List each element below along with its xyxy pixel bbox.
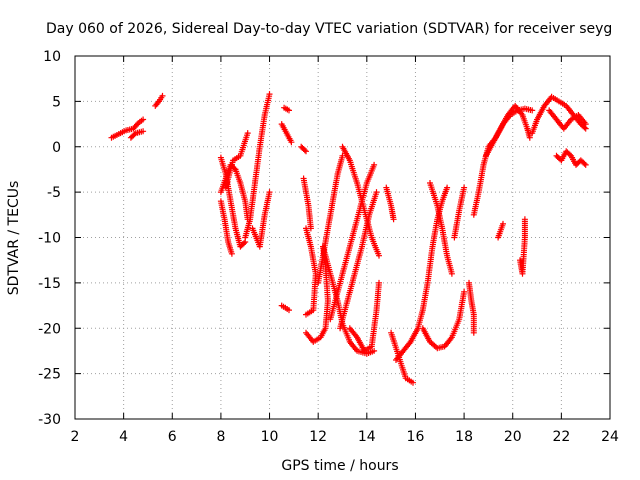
series-arc-31 bbox=[483, 102, 533, 159]
data-point bbox=[140, 128, 147, 135]
data-point bbox=[470, 329, 477, 336]
data-point bbox=[266, 189, 273, 196]
series-arc-10 bbox=[281, 104, 292, 114]
data-point bbox=[500, 220, 506, 227]
data-point bbox=[303, 148, 309, 155]
data-point bbox=[582, 161, 589, 168]
series-arc-09 bbox=[249, 189, 273, 250]
data-point bbox=[301, 147, 308, 154]
series-arc-28 bbox=[451, 184, 468, 241]
x-axis-label: GPS time / hours bbox=[281, 458, 398, 474]
series-arc-11 bbox=[278, 121, 295, 146]
x-tick-label: 24 bbox=[601, 429, 619, 445]
y-tick-label: -15 bbox=[38, 276, 61, 292]
series-arc-35 bbox=[553, 148, 589, 168]
data-point bbox=[266, 91, 273, 98]
data-point bbox=[529, 107, 536, 114]
y-tick-labels: -30 -25 -20 -15 -10 -5 0 5 10 bbox=[38, 49, 61, 428]
series-arc-24 bbox=[388, 329, 416, 386]
series-arc-03 bbox=[152, 92, 166, 109]
data-point bbox=[521, 216, 528, 223]
series-arc-32 bbox=[495, 220, 506, 241]
x-tick-label: 2 bbox=[71, 429, 80, 445]
x-tick-label: 22 bbox=[552, 429, 570, 445]
series-arc-08 bbox=[242, 91, 273, 241]
series-arc-02 bbox=[127, 128, 147, 141]
x-tick-label: 8 bbox=[216, 429, 225, 445]
data-point bbox=[228, 250, 235, 257]
y-tick-label: -5 bbox=[47, 185, 61, 201]
data-point bbox=[371, 347, 378, 354]
series-arc-13 bbox=[298, 143, 309, 155]
series-arc-22 bbox=[346, 279, 382, 354]
series-arc-06 bbox=[217, 161, 251, 223]
series-arc-26 bbox=[427, 180, 455, 277]
x-tick-label: 4 bbox=[119, 429, 128, 445]
y-tick-label: 5 bbox=[52, 94, 61, 110]
x-tick-label: 12 bbox=[309, 429, 327, 445]
x-tick-label: 6 bbox=[168, 429, 177, 445]
series-arc-14 bbox=[300, 175, 314, 232]
data-point bbox=[303, 311, 309, 318]
series-arc-29 bbox=[466, 279, 477, 336]
series-arc-17 bbox=[315, 152, 346, 286]
chart-title: Day 060 of 2026, Sidereal Day-to-day VTE… bbox=[46, 21, 612, 37]
data-point bbox=[371, 161, 378, 168]
y-tick-label: -10 bbox=[38, 231, 61, 247]
x-tick-label: 10 bbox=[261, 429, 279, 445]
series-arc-05 bbox=[217, 198, 235, 257]
series-arc-36 bbox=[546, 107, 589, 132]
data-point bbox=[140, 116, 147, 123]
y-tick-label: -30 bbox=[38, 412, 61, 428]
y-tick-label: -20 bbox=[38, 321, 61, 337]
series-arc-15 bbox=[303, 225, 319, 318]
x-tick-labels: 2 4 6 8 10 12 14 16 18 20 22 24 bbox=[71, 429, 619, 445]
data-point bbox=[159, 92, 166, 99]
data-point bbox=[410, 379, 416, 386]
x-tick-label: 18 bbox=[455, 429, 473, 445]
data-point bbox=[448, 270, 455, 277]
y-axis-label: SDTVAR / TECUs bbox=[6, 181, 22, 296]
data-point bbox=[241, 240, 247, 247]
series-arc-12 bbox=[278, 302, 292, 314]
data-point bbox=[288, 139, 295, 146]
x-tick-label: 14 bbox=[358, 429, 376, 445]
data-point bbox=[244, 130, 251, 137]
y-tick-label: -25 bbox=[38, 367, 61, 383]
series-arc-20 bbox=[337, 189, 380, 332]
series-arc-27 bbox=[419, 288, 468, 352]
data-point bbox=[581, 160, 588, 167]
series-arc-33 bbox=[517, 216, 528, 277]
series-arc-25 bbox=[393, 184, 451, 363]
x-tick-label: 16 bbox=[407, 429, 425, 445]
series-arc-01 bbox=[108, 116, 147, 141]
data-point bbox=[526, 134, 533, 141]
data-point bbox=[376, 252, 382, 259]
series-arc-23 bbox=[383, 184, 397, 223]
axis-ticks bbox=[74, 55, 611, 420]
data-point bbox=[461, 288, 468, 295]
grid bbox=[75, 56, 610, 419]
data-point bbox=[373, 189, 380, 196]
series-arc-07 bbox=[222, 130, 251, 191]
data-point bbox=[376, 279, 382, 286]
data-point bbox=[461, 184, 468, 191]
data-marks bbox=[108, 91, 589, 386]
y-tick-label: 0 bbox=[52, 140, 61, 156]
data-point bbox=[582, 121, 589, 128]
y-tick-label: 10 bbox=[43, 49, 61, 65]
series-arc-21 bbox=[339, 143, 382, 259]
x-tick-label: 20 bbox=[504, 429, 522, 445]
data-point bbox=[286, 107, 292, 114]
data-point bbox=[390, 216, 397, 223]
data-point bbox=[444, 184, 451, 191]
data-point bbox=[286, 307, 292, 314]
